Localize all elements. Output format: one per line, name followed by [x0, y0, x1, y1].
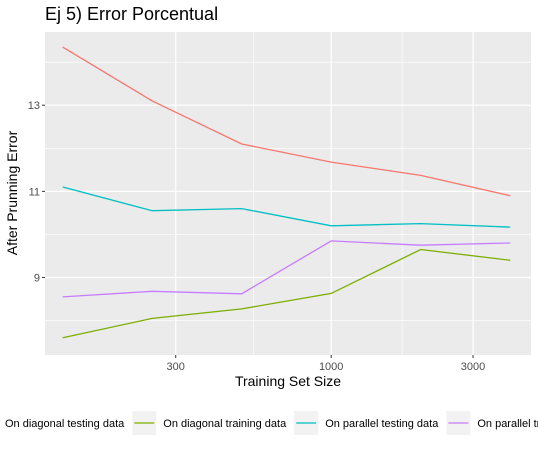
series-line-3	[62, 186, 511, 228]
y-tick-label: 11	[29, 186, 40, 198]
series-line-1	[62, 46, 511, 197]
series-line-4	[62, 240, 511, 298]
x-tick-label: 300	[167, 361, 185, 373]
legend-label-3: On parallel testing data	[325, 418, 439, 430]
series-line-2	[62, 248, 511, 339]
legend: On diagonal testing data On diagonal trai…	[5, 411, 538, 435]
y-tick-label: 9	[34, 272, 40, 284]
series-lines	[62, 46, 511, 339]
y-axis-title: After Prunning Error	[4, 130, 20, 255]
axis-ticks: 300 1000 3000 9 11 13	[28, 100, 486, 373]
legend-label-4: On parallel training data	[477, 418, 538, 430]
x-tick-label: 1000	[319, 361, 343, 373]
x-axis-title: Training Set Size	[235, 373, 341, 389]
chart-title: Ej 5) Error Porcentual	[45, 4, 218, 24]
grid-lines	[45, 32, 531, 355]
y-tick-label: 13	[28, 100, 40, 112]
legend-label-1: On diagonal testing data	[5, 418, 125, 430]
x-tick-label: 3000	[461, 361, 485, 373]
legend-label-2: On diagonal training data	[163, 418, 287, 430]
